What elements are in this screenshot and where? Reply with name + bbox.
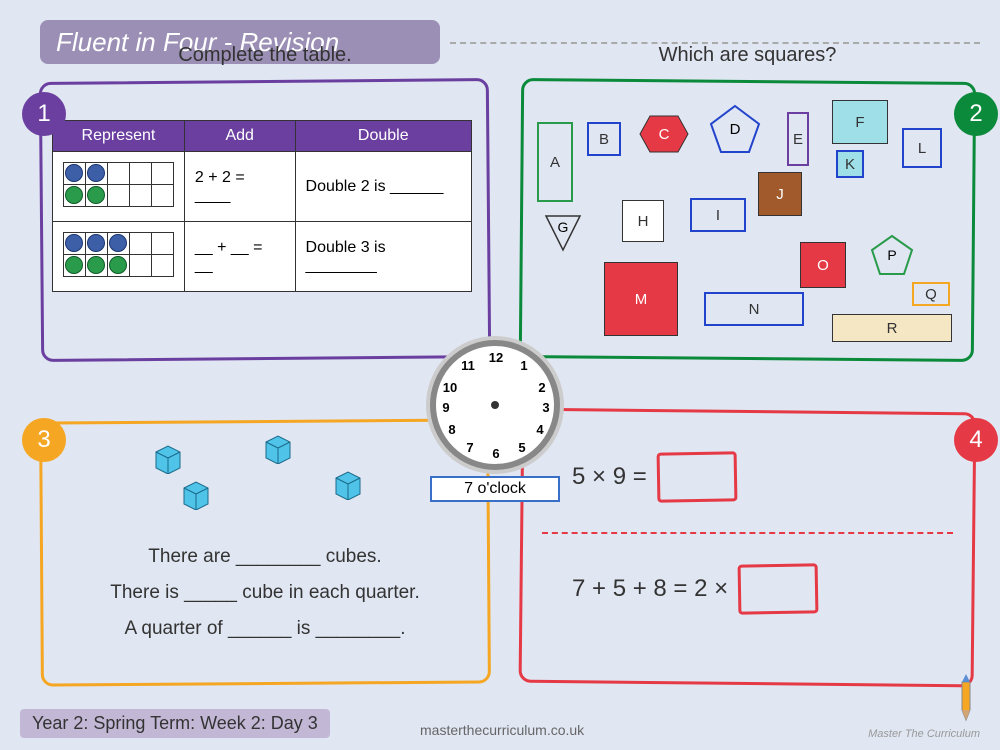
shape-h: H xyxy=(622,200,664,242)
svg-text:G: G xyxy=(558,219,569,235)
sentence-1: There are ________ cubes. xyxy=(52,546,478,568)
badge-2: 2 xyxy=(954,92,998,136)
panel-4: 5 × 9 = 7 + 5 + 8 = 2 × xyxy=(520,410,975,685)
panel-1-title: Complete the table. xyxy=(40,44,490,67)
shape-j: J xyxy=(758,172,802,216)
shape-p: P xyxy=(868,232,916,280)
answer-box xyxy=(738,563,819,614)
shapes-area: A B C D E F K L G H I J M N O P Q R xyxy=(532,92,963,348)
shape-k: K xyxy=(836,150,864,178)
cube-icon xyxy=(152,442,184,474)
shape-a: A xyxy=(537,122,573,202)
sentence-2: There is _____ cube in each quarter. xyxy=(52,582,478,604)
double-cell: Double 2 is ______ xyxy=(295,152,471,222)
represent-cell xyxy=(53,152,185,222)
add-cell: __ + __ = __ xyxy=(184,222,295,292)
shape-m: M xyxy=(604,262,678,336)
complete-table: Represent Add Double 2 + 2 = ____ Double… xyxy=(52,120,472,292)
represent-cell xyxy=(53,222,185,292)
col-add: Add xyxy=(184,121,295,152)
shape-c: C xyxy=(636,112,692,156)
badge-3: 3 xyxy=(22,418,66,462)
badge-1: 1 xyxy=(22,92,66,136)
shape-d: D xyxy=(707,102,763,156)
footer-brand: Master The Curriculum xyxy=(868,728,980,740)
svg-text:D: D xyxy=(730,121,741,138)
table-row: __ + __ = __ Double 3 is ________ xyxy=(53,222,472,292)
svg-text:C: C xyxy=(659,126,670,143)
table-row: 2 + 2 = ____ Double 2 is ______ xyxy=(53,152,472,222)
shape-i: I xyxy=(690,198,746,232)
shape-n: N xyxy=(704,292,804,326)
divider xyxy=(542,532,953,534)
pencil-icon xyxy=(954,674,978,722)
shape-f: F xyxy=(832,100,888,144)
panel-3: There are ________ cubes. There is _____… xyxy=(40,420,490,685)
panel-2-title: Which are squares? xyxy=(520,44,975,67)
answer-box xyxy=(656,451,737,502)
badge-4: 4 xyxy=(954,418,998,462)
cube-icon xyxy=(332,468,364,500)
footer-url: masterthecurriculum.co.uk xyxy=(420,722,584,738)
shape-q: Q xyxy=(912,282,950,306)
shape-o: O xyxy=(800,242,846,288)
col-represent: Represent xyxy=(53,121,185,152)
shape-g: G xyxy=(542,212,584,254)
double-cell: Double 3 is ________ xyxy=(295,222,471,292)
panel-1: Complete the table. Represent Add Double… xyxy=(40,80,490,360)
panel-2: Which are squares? A B C D E F K L G H I… xyxy=(520,80,975,360)
sentence-3: A quarter of ______ is ________. xyxy=(52,618,478,640)
svg-text:P: P xyxy=(887,247,896,263)
clock: 12 1 2 3 4 5 6 7 8 9 10 11 7 o'clock xyxy=(430,340,560,502)
shape-r: R xyxy=(832,314,952,342)
clock-label: 7 o'clock xyxy=(430,476,560,502)
cubes xyxy=(132,432,478,532)
shape-b: B xyxy=(587,122,621,156)
shape-e: E xyxy=(787,112,809,166)
footer-left: Year 2: Spring Term: Week 2: Day 3 xyxy=(20,709,330,738)
cube-icon xyxy=(180,478,212,510)
equation-2: 7 + 5 + 8 = 2 × xyxy=(572,564,963,614)
col-double: Double xyxy=(295,121,471,152)
shape-l: L xyxy=(902,128,942,168)
cube-icon xyxy=(262,432,294,464)
equation-1: 5 × 9 = xyxy=(572,452,963,502)
add-cell: 2 + 2 = ____ xyxy=(184,152,295,222)
